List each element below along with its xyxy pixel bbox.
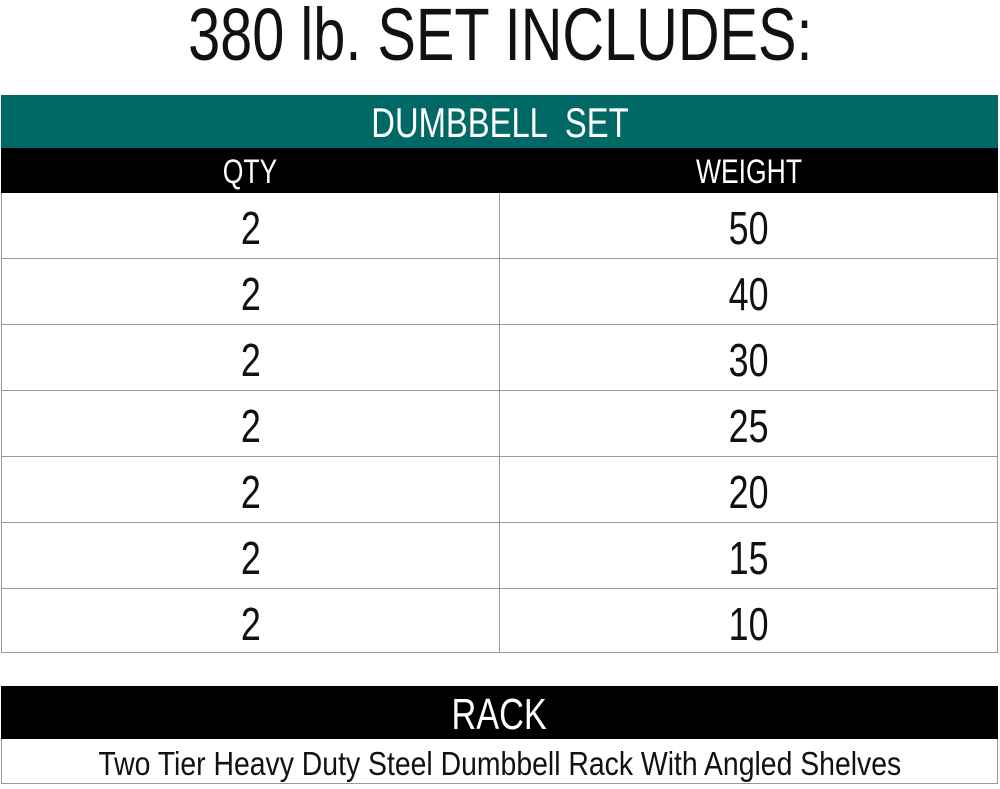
qty-cell: 2 [2,457,500,522]
table-row: 2 50 [2,193,997,259]
weight-cell: 15 [728,532,769,584]
dumbbell-set-heading: DUMBBELL SET [1,95,998,148]
qty-cell: 2 [2,193,500,258]
table-header: QTY WEIGHT [1,148,998,193]
table-row: 2 40 [2,259,997,325]
weight-cell: 40 [728,268,769,320]
weight-cell: 30 [728,334,769,386]
weight-cell: 20 [728,466,769,518]
qty-cell: 2 [2,391,500,456]
table-row: 2 25 [2,391,997,457]
column-header-weight: WEIGHT [695,153,802,191]
table-row: 2 30 [2,325,997,391]
qty-cell: 2 [2,589,500,652]
rack-description: Two Tier Heavy Duty Steel Dumbbell Rack … [1,739,998,784]
qty-cell: 2 [2,259,500,324]
dumbbell-table-body: 2 50 2 40 2 30 2 25 2 20 2 15 2 10 [1,193,998,653]
weight-cell: 25 [728,400,769,452]
rack-heading: RACK [1,686,998,739]
table-row: 2 15 [2,523,997,589]
qty-cell: 2 [2,523,500,588]
table-row: 2 10 [2,589,997,652]
qty-cell: 2 [2,325,500,390]
weight-cell: 10 [728,598,769,650]
column-header-qty: QTY [222,153,278,191]
table-row: 2 20 [2,457,997,523]
page-title: 380 lb. SET INCLUDES: [187,0,813,76]
weight-cell: 50 [728,202,769,254]
